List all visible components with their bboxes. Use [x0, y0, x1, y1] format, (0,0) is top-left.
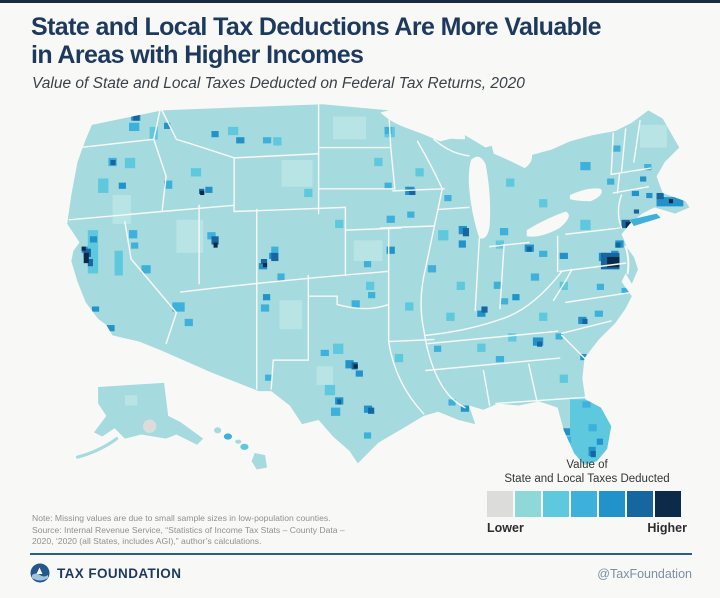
legend-title: Value of State and Local Taxes Deducted — [487, 458, 687, 486]
tax-foundation-logo-icon — [30, 563, 50, 583]
brand-name: TAX FOUNDATION — [57, 565, 182, 581]
legend-swatch-7 — [655, 491, 681, 517]
lake-michigan — [468, 156, 491, 239]
title-line-1: State and Local Tax Deductions Are More … — [31, 13, 602, 41]
state-borders — [68, 103, 652, 415]
source-line-1: Source: Internal Revenue Service, “Stati… — [32, 524, 345, 535]
brand-block: TAX FOUNDATION — [30, 563, 181, 583]
legend-high-label: Higher — [647, 521, 687, 535]
alaska-inset — [75, 382, 204, 459]
legend-swatch-4 — [571, 491, 597, 517]
alaska-missing-data — [142, 419, 157, 433]
legend-swatch-5 — [599, 491, 625, 517]
lake-erie — [526, 211, 569, 237]
great-lakes — [380, 109, 602, 239]
legend-swatch-6 — [627, 491, 653, 517]
page-title: State and Local Tax Deductions Are More … — [31, 13, 703, 69]
page-subtitle: Value of State and Local Taxes Deducted … — [32, 75, 525, 92]
note-line: Note: Missing values are due to small sa… — [32, 513, 331, 523]
legend-labels: Lower Higher — [487, 521, 687, 535]
legend-title-line-1: Value of — [566, 459, 608, 471]
footer-divider — [30, 553, 692, 555]
legend-swatch-1 — [487, 491, 513, 517]
map-legend: Value of State and Local Taxes Deducted … — [487, 458, 687, 535]
lake-superior — [380, 109, 466, 140]
hawaii-inset — [214, 427, 268, 470]
long-island — [629, 213, 661, 226]
legend-title-line-2: State and Local Taxes Deducted — [504, 473, 670, 485]
top-border-bar — [0, 0, 720, 3]
lake-ontario — [570, 188, 602, 202]
legend-low-label: Lower — [487, 521, 524, 535]
note-and-source: Note: Missing values are due to small sa… — [32, 513, 372, 548]
source-line-2: 2020, ‘2020 (all States, includes AGI),”… — [32, 536, 262, 546]
us-choropleth-map — [26, 98, 706, 484]
title-line-2: in Areas with Higher Incomes — [31, 41, 364, 69]
legend-swatch-2 — [515, 491, 541, 517]
lake-huron — [491, 140, 533, 169]
legend-swatch-3 — [543, 491, 569, 517]
social-handle: @TaxFoundation — [597, 567, 692, 581]
us-map-svg — [67, 103, 690, 470]
legend-swatches — [487, 491, 687, 517]
